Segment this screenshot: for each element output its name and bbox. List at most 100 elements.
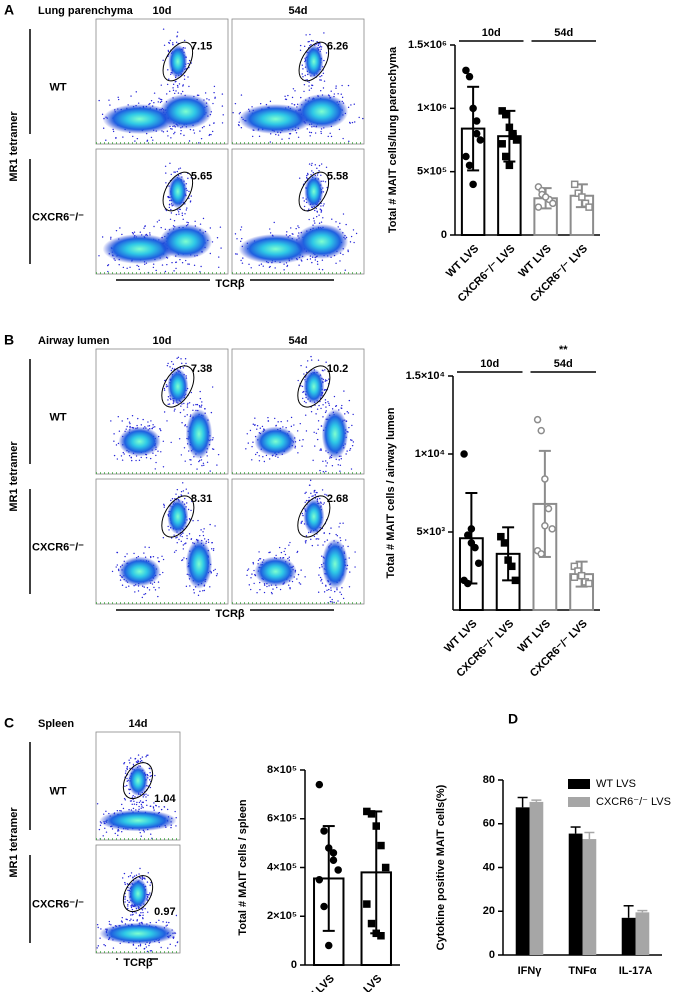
event-dot xyxy=(175,825,176,826)
event-dot xyxy=(350,448,351,449)
event-dot xyxy=(163,441,164,442)
event-dot xyxy=(284,551,285,552)
event-dot xyxy=(238,124,239,125)
event-dot xyxy=(294,90,295,91)
event-dot xyxy=(321,75,322,76)
event-dot xyxy=(174,409,175,410)
event-dot xyxy=(190,510,191,511)
event-dot xyxy=(175,90,176,91)
event-dot xyxy=(186,538,187,539)
event-dot xyxy=(182,215,183,216)
event-dot xyxy=(310,356,311,357)
event-dot xyxy=(181,454,182,455)
event-dot xyxy=(189,585,190,586)
event-dot xyxy=(352,122,353,123)
event-dot xyxy=(182,91,183,92)
event-dot xyxy=(251,446,252,447)
event-dot xyxy=(157,596,158,597)
event-dot xyxy=(311,132,312,133)
event-dot xyxy=(169,366,170,367)
event-dot xyxy=(175,945,176,946)
event-dot xyxy=(106,831,107,832)
event-dot xyxy=(338,459,339,460)
event-dot xyxy=(143,228,144,229)
event-dot xyxy=(304,46,305,47)
data-point xyxy=(499,141,505,147)
event-dot xyxy=(122,917,123,918)
event-dot xyxy=(160,430,161,431)
event-dot xyxy=(125,799,126,800)
event-dot xyxy=(298,227,299,228)
event-dot xyxy=(324,80,325,81)
event-dot xyxy=(318,420,319,421)
event-dot xyxy=(200,223,201,224)
event-dot xyxy=(213,548,214,549)
event-dot xyxy=(186,222,187,223)
event-dot xyxy=(177,31,178,32)
event-dot xyxy=(242,257,243,258)
event-dot xyxy=(187,178,188,179)
event-dot xyxy=(142,915,143,916)
event-dot xyxy=(322,416,323,417)
data-point xyxy=(474,131,480,137)
y-tick-label: 2×10⁵ xyxy=(267,910,297,922)
gate-percent: 6.26 xyxy=(327,40,348,52)
event-dot xyxy=(154,775,155,776)
event-dot xyxy=(338,526,339,527)
event-dot xyxy=(335,263,336,264)
event-dot xyxy=(112,571,113,572)
panel-letter: C xyxy=(4,715,14,731)
data-point xyxy=(503,112,509,118)
event-dot xyxy=(181,541,182,542)
event-dot xyxy=(147,881,148,882)
timepoint-label: 10d xyxy=(153,335,172,347)
event-dot xyxy=(177,209,178,210)
event-dot xyxy=(300,583,301,584)
event-dot xyxy=(342,523,343,524)
event-dot xyxy=(155,468,156,469)
event-dot xyxy=(320,211,321,212)
event-dot xyxy=(343,390,344,391)
event-dot xyxy=(304,206,305,207)
event-dot xyxy=(117,810,118,811)
event-dot xyxy=(136,912,137,913)
bar xyxy=(569,834,583,955)
event-dot xyxy=(187,63,188,64)
event-dot xyxy=(198,595,199,596)
event-dot xyxy=(317,544,318,545)
event-dot xyxy=(174,93,175,94)
event-dot xyxy=(318,360,319,361)
event-dot xyxy=(122,459,123,460)
flow-plot: 10.2 xyxy=(232,349,364,474)
event-dot xyxy=(250,577,251,578)
event-dot xyxy=(108,99,109,100)
event-dot xyxy=(323,60,324,61)
event-dot xyxy=(179,259,180,260)
event-dot xyxy=(124,786,125,787)
event-dot xyxy=(212,386,213,387)
event-dot xyxy=(354,551,355,552)
event-dot xyxy=(276,587,277,588)
event-dot xyxy=(182,213,183,214)
event-dot xyxy=(147,140,148,141)
event-dot xyxy=(334,93,335,94)
event-dot xyxy=(305,34,306,35)
event-dot xyxy=(315,164,316,165)
data-point xyxy=(470,105,476,111)
event-dot xyxy=(318,170,319,171)
event-dot xyxy=(240,260,241,261)
event-dot xyxy=(169,207,170,208)
y-tick-label: 0 xyxy=(489,949,495,961)
event-dot xyxy=(205,92,206,93)
event-dot xyxy=(281,552,282,553)
event-dot xyxy=(325,412,326,413)
event-dot xyxy=(168,922,169,923)
event-dot xyxy=(336,405,337,406)
event-dot xyxy=(318,45,319,46)
event-dot xyxy=(180,368,181,369)
data-point xyxy=(467,162,473,168)
event-dot xyxy=(309,135,310,136)
event-dot xyxy=(203,463,204,464)
event-dot xyxy=(314,490,315,491)
event-dot xyxy=(108,264,109,265)
